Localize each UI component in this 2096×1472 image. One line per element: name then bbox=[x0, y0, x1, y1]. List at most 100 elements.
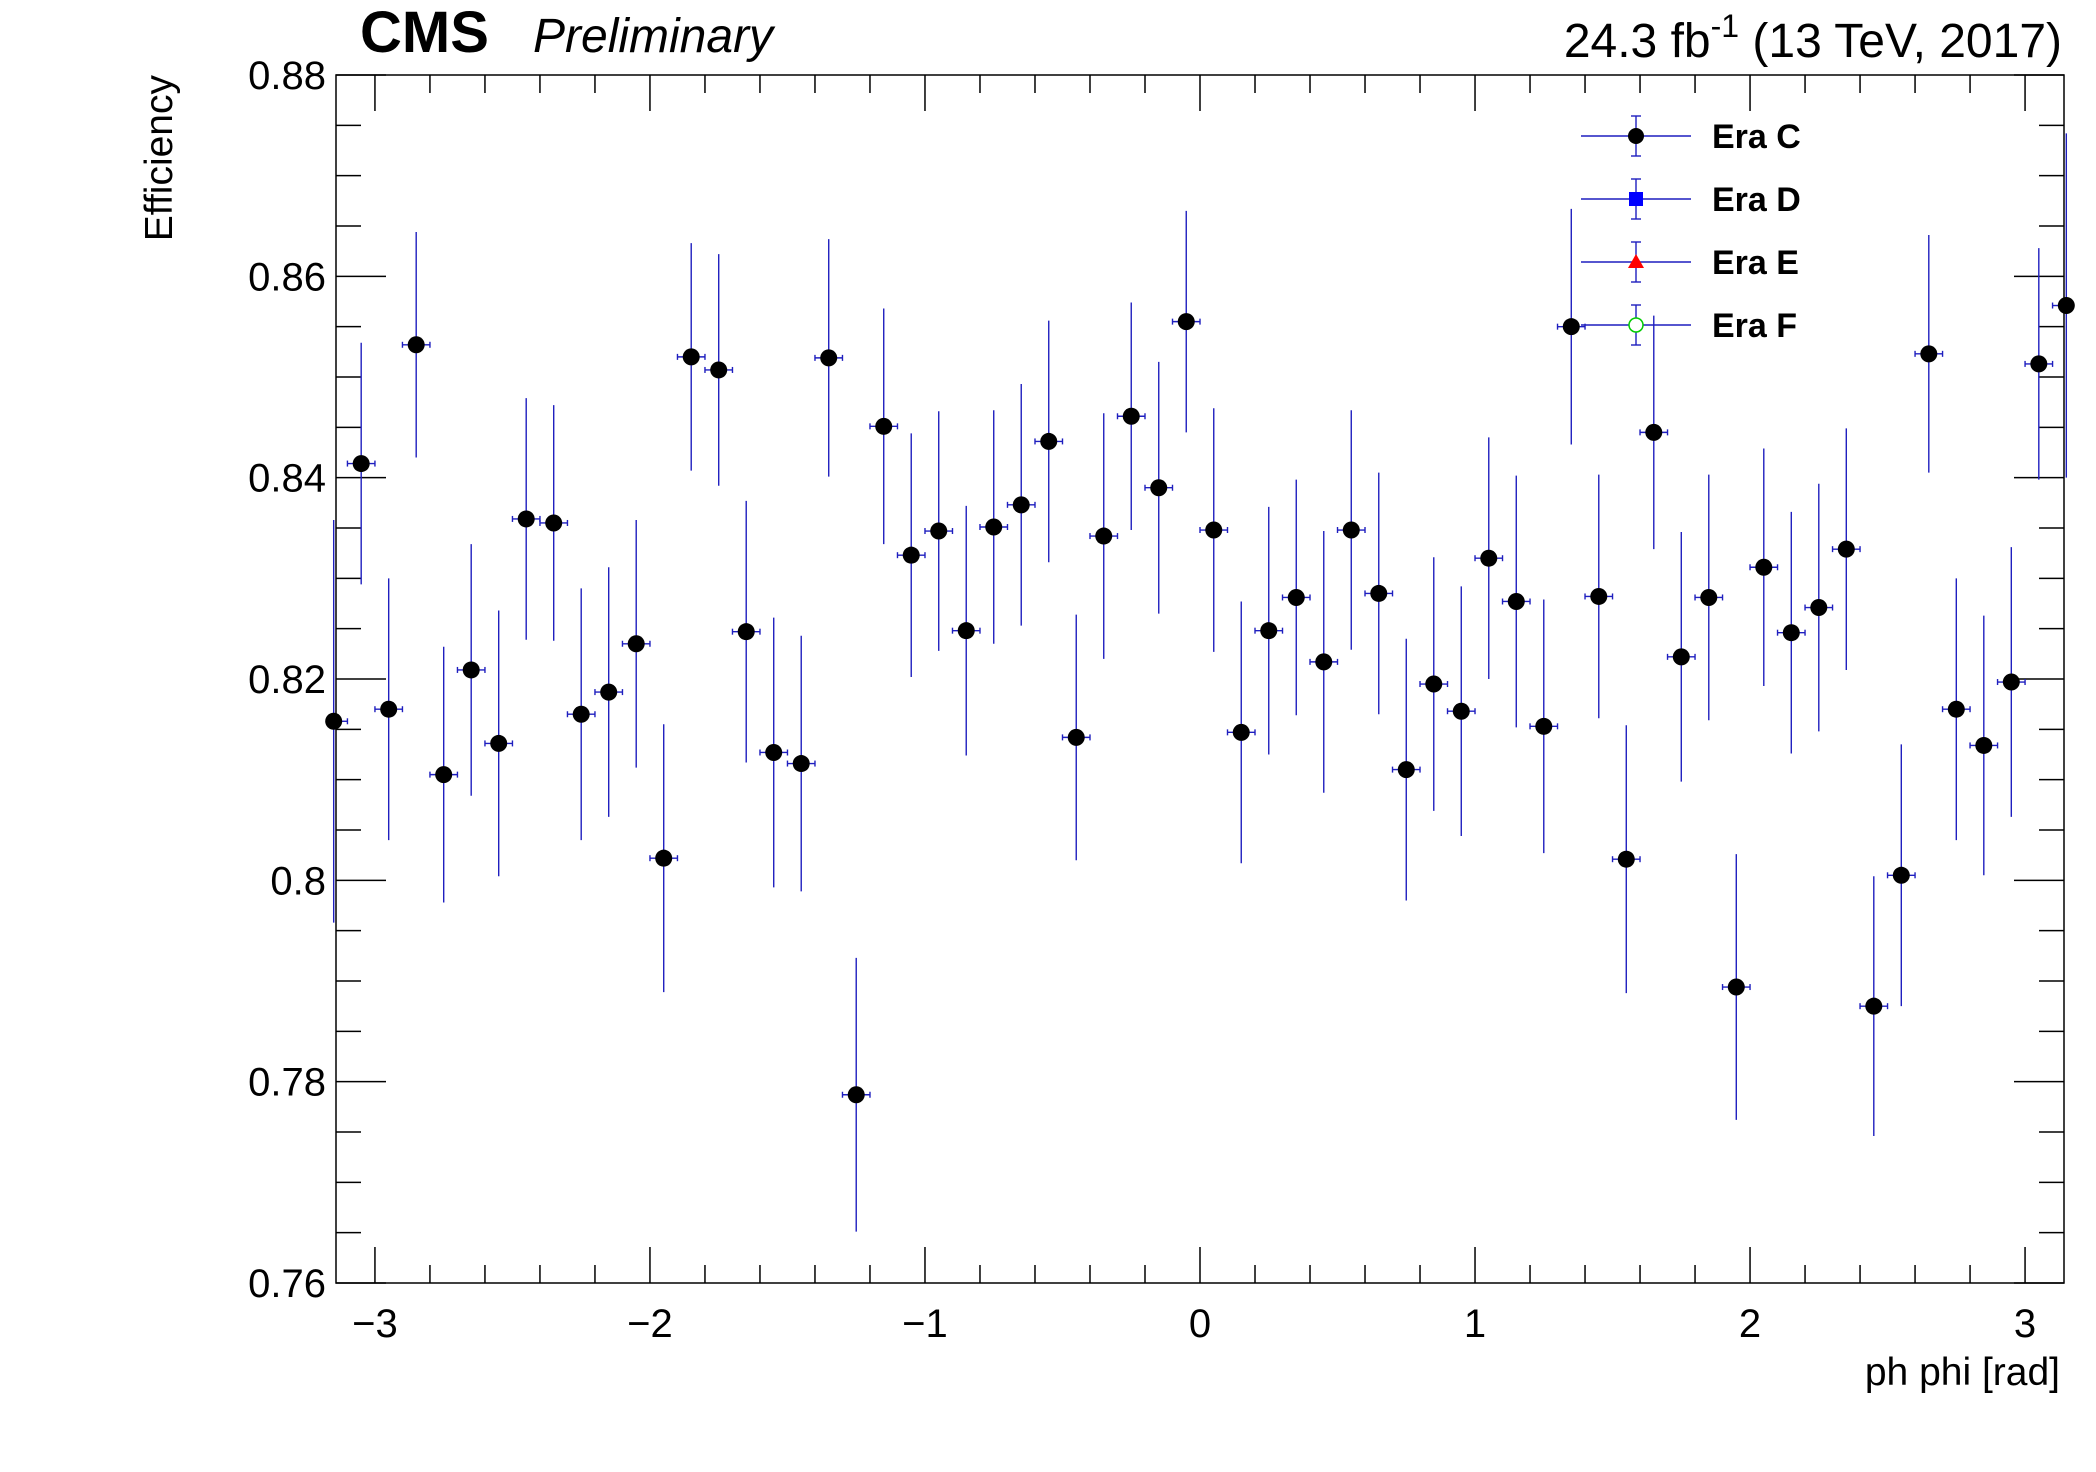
data-point bbox=[1480, 549, 1498, 567]
data-point bbox=[1260, 622, 1278, 640]
data-point bbox=[1507, 592, 1525, 610]
data-point bbox=[2002, 673, 2020, 691]
data-point bbox=[765, 743, 783, 761]
data-point bbox=[1975, 736, 1993, 754]
data-point bbox=[875, 417, 893, 435]
data-point bbox=[1535, 717, 1553, 735]
data-point bbox=[380, 700, 398, 718]
x-tick-label: −3 bbox=[352, 1302, 398, 1346]
data-point bbox=[490, 734, 508, 752]
data-point bbox=[1287, 588, 1305, 606]
y-tick-label: 0.86 bbox=[248, 255, 326, 299]
data-point bbox=[1700, 588, 1718, 606]
legend-marker-square bbox=[1629, 192, 1643, 206]
legend-marker-open-circle bbox=[1628, 317, 1644, 333]
legend-marker-circle bbox=[1628, 128, 1644, 144]
data-point bbox=[407, 336, 425, 354]
x-tick-label: −2 bbox=[627, 1302, 673, 1346]
data-point bbox=[1810, 599, 1828, 617]
data-point bbox=[1067, 728, 1085, 746]
data-point bbox=[1232, 723, 1250, 741]
data-point bbox=[1425, 675, 1443, 693]
x-tick-label: 1 bbox=[1464, 1302, 1486, 1346]
lumi-superscript: -1 bbox=[1711, 8, 1739, 44]
data-point bbox=[572, 705, 590, 723]
y-tick-label: 0.84 bbox=[248, 457, 326, 501]
data-point bbox=[792, 755, 810, 773]
data-point bbox=[1122, 407, 1140, 425]
data-point bbox=[1892, 866, 1910, 884]
data-point bbox=[1782, 624, 1800, 642]
x-tick-label: 2 bbox=[1739, 1302, 1761, 1346]
x-axis-title: ph phi [rad] bbox=[1865, 1351, 2060, 1394]
data-point bbox=[655, 849, 673, 867]
y-tick-label: 0.8 bbox=[270, 859, 326, 903]
cms-label: CMS bbox=[360, 0, 489, 65]
data-point bbox=[1370, 584, 1388, 602]
data-point bbox=[1865, 997, 1883, 1015]
x-tick-label: 0 bbox=[1189, 1302, 1211, 1346]
data-point bbox=[847, 1086, 865, 1104]
lumi-prefix: 24.3 fb bbox=[1564, 15, 1711, 68]
plot-frame bbox=[335, 74, 2065, 1284]
legend-label: Era F bbox=[1712, 307, 1797, 345]
data-point bbox=[1755, 558, 1773, 576]
data-points bbox=[325, 133, 2075, 1232]
data-point bbox=[902, 546, 920, 564]
y-tick-label: 0.82 bbox=[248, 658, 326, 702]
y-tick-label: 0.78 bbox=[248, 1061, 326, 1105]
data-point bbox=[985, 518, 1003, 536]
data-point bbox=[1205, 521, 1223, 539]
legend-label: Era E bbox=[1712, 244, 1799, 282]
data-point bbox=[435, 766, 453, 784]
data-point bbox=[737, 623, 755, 641]
data-point bbox=[1315, 653, 1333, 671]
data-point bbox=[627, 635, 645, 653]
data-point bbox=[352, 455, 370, 473]
data-point bbox=[710, 361, 728, 379]
axis-ticks bbox=[336, 74, 2064, 1284]
luminosity-label: 24.3 fb-1 (13 TeV, 2017) bbox=[1564, 8, 2062, 68]
legend: Era C Era D Era E Era F bbox=[1581, 115, 1801, 346]
lumi-suffix: (13 TeV, 2017) bbox=[1739, 15, 2062, 68]
data-point bbox=[462, 661, 480, 679]
x-tick-label: 3 bbox=[2014, 1302, 2036, 1346]
data-point bbox=[2030, 355, 2048, 373]
data-point bbox=[957, 622, 975, 640]
data-point bbox=[1562, 318, 1580, 336]
data-point bbox=[600, 683, 618, 701]
y-axis-title: Efficiency bbox=[138, 75, 181, 242]
data-point bbox=[930, 522, 948, 540]
data-point bbox=[1672, 648, 1690, 666]
data-point bbox=[820, 349, 838, 367]
data-point bbox=[682, 348, 700, 366]
data-point bbox=[1150, 479, 1168, 497]
data-point bbox=[1342, 521, 1360, 539]
legend-label: Era C bbox=[1712, 118, 1801, 156]
data-point bbox=[545, 514, 563, 532]
legend-label: Era D bbox=[1712, 181, 1801, 219]
x-tick-label: −1 bbox=[902, 1302, 948, 1346]
data-point bbox=[1727, 978, 1745, 996]
data-point bbox=[1095, 527, 1113, 545]
data-point bbox=[1947, 700, 1965, 718]
data-point bbox=[1645, 423, 1663, 441]
data-point bbox=[1040, 432, 1058, 450]
y-tick-label: 0.76 bbox=[248, 1262, 326, 1306]
axis-tick-labels: −3 −2 −1 0 1 2 3 0.76 0.78 0.8 0.82 0.84 0.86 0.88 bbox=[248, 54, 2036, 1346]
data-point bbox=[1590, 587, 1608, 605]
data-point bbox=[325, 712, 343, 730]
data-point bbox=[1012, 496, 1030, 514]
data-point bbox=[1452, 702, 1470, 720]
data-point bbox=[1617, 850, 1635, 868]
data-point bbox=[1920, 345, 1938, 363]
data-point bbox=[1837, 540, 1855, 558]
legend-marker-triangle bbox=[1628, 254, 1644, 268]
y-tick-label: 0.88 bbox=[248, 54, 326, 98]
data-point bbox=[1177, 313, 1195, 331]
data-point bbox=[517, 510, 535, 528]
data-point bbox=[2057, 297, 2075, 315]
preliminary-label: Preliminary bbox=[533, 10, 776, 63]
data-point bbox=[1397, 761, 1415, 779]
